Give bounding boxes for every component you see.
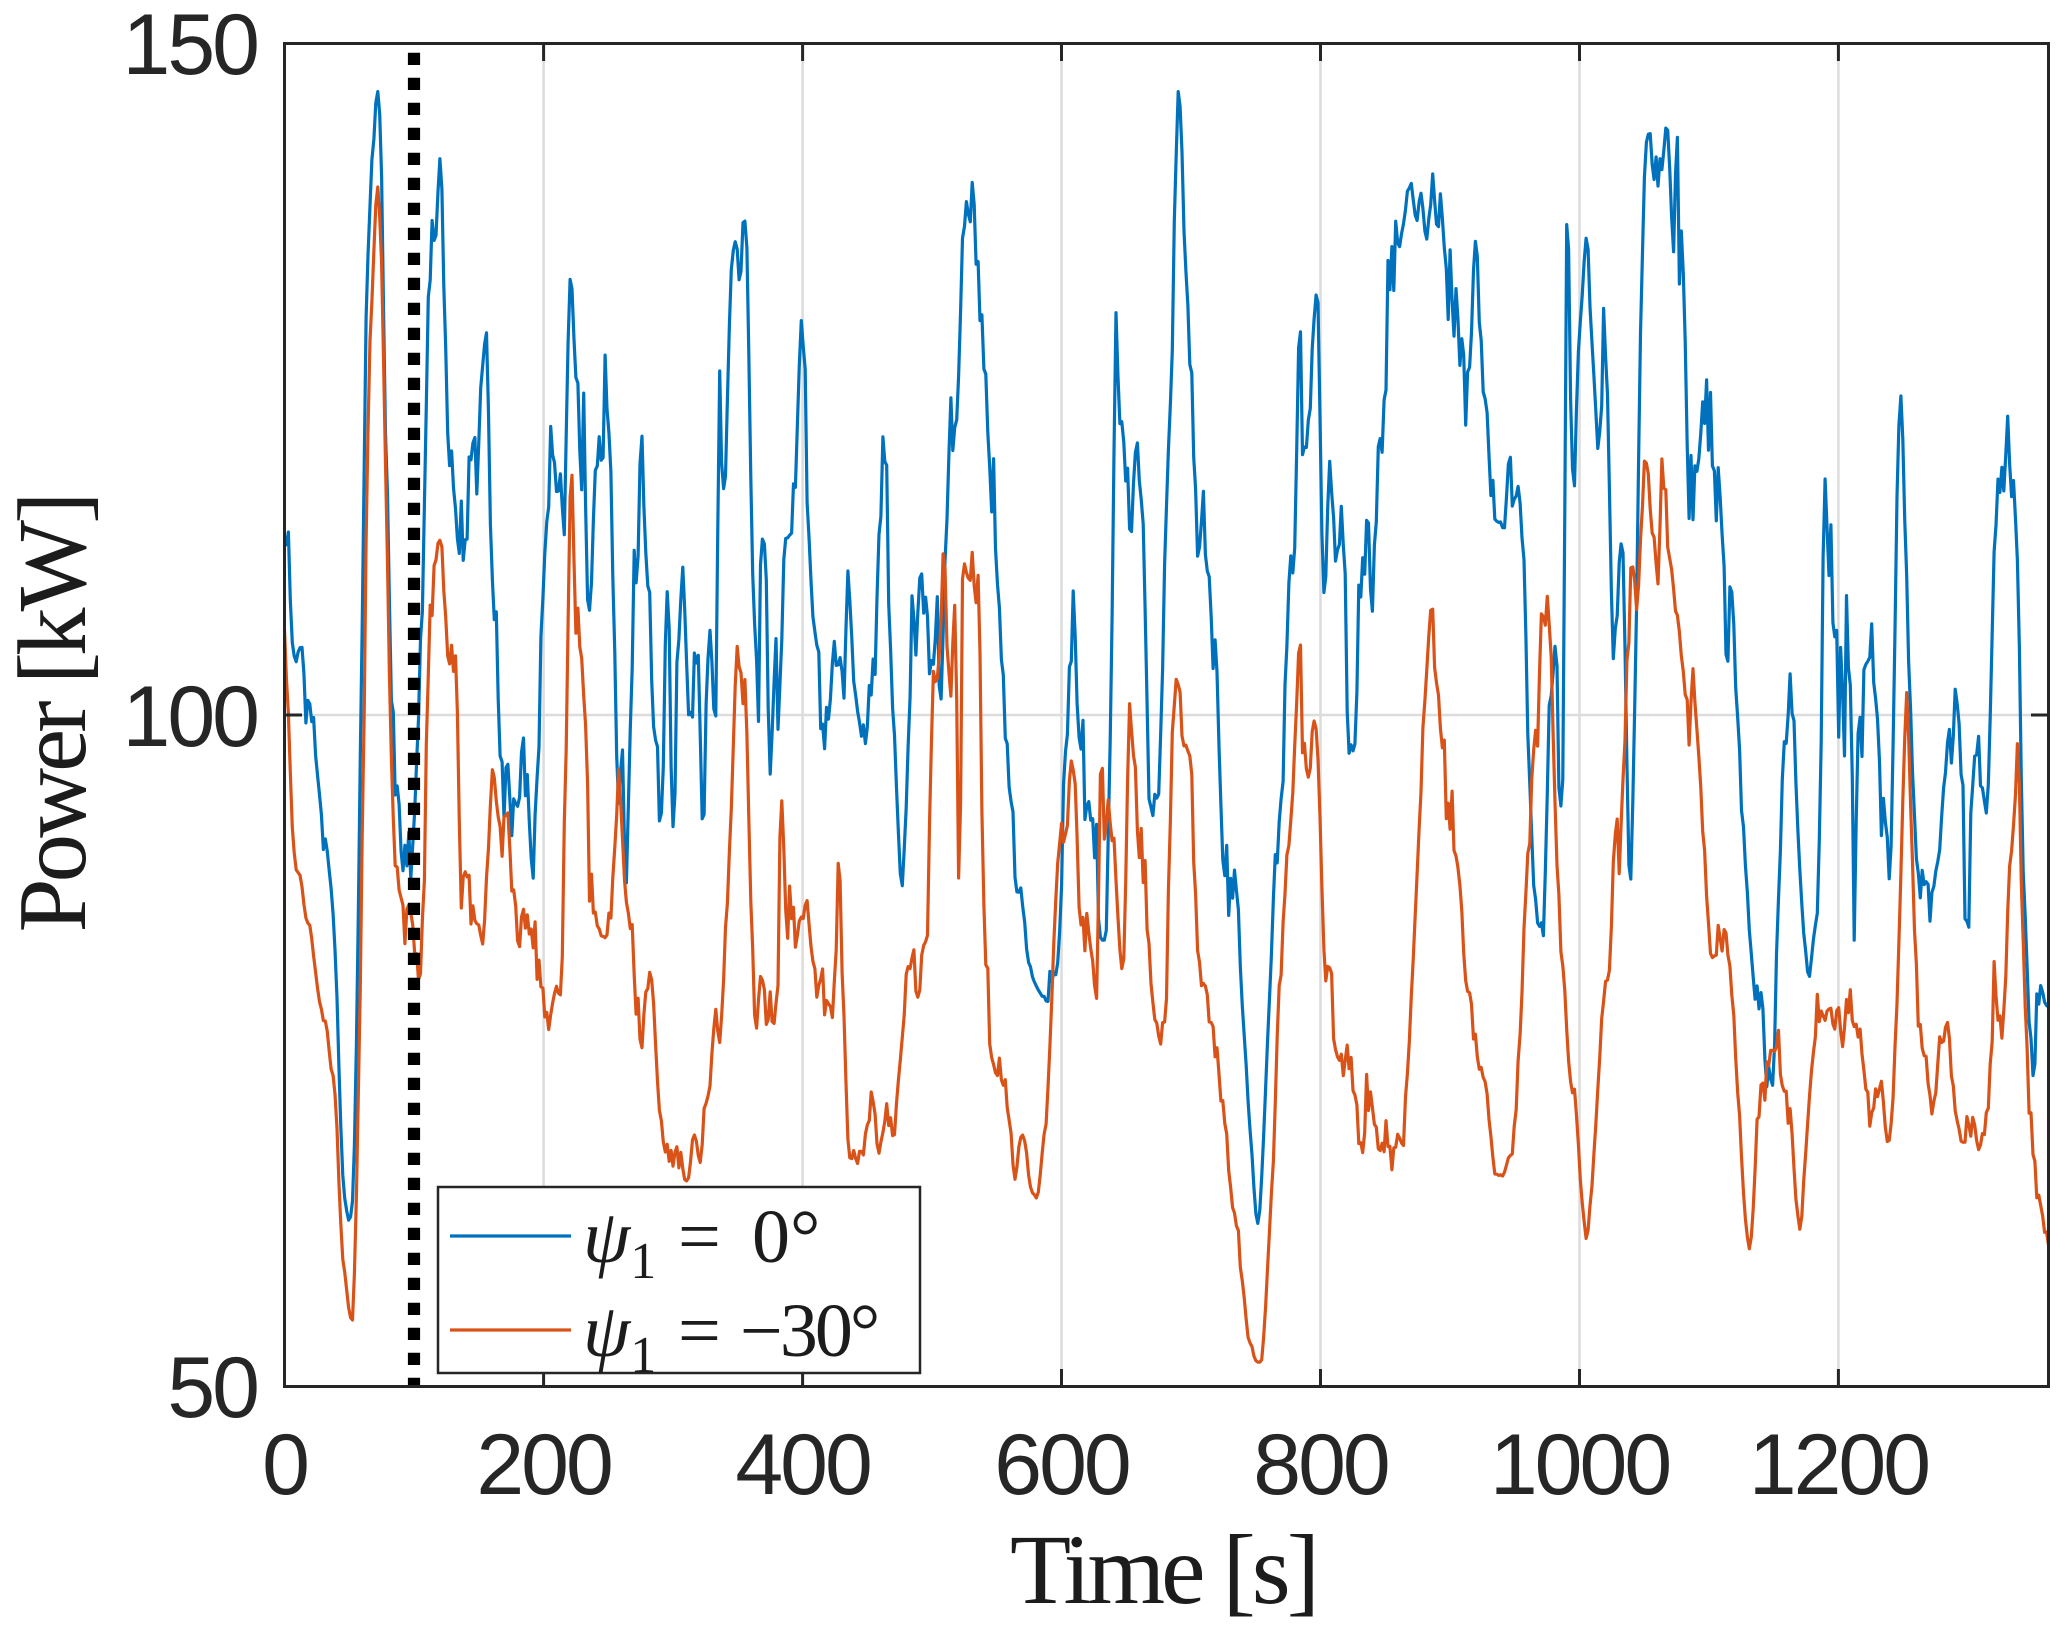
svg-text:600: 600 <box>994 1417 1129 1513</box>
svg-text:0: 0 <box>262 1417 307 1513</box>
svg-text:100: 100 <box>123 669 258 765</box>
svg-text:1000: 1000 <box>1490 1417 1669 1513</box>
svg-text:ψ1=0°: ψ1 = 0° <box>583 1195 820 1290</box>
svg-text:ψ1=−30°: ψ1 = −30° <box>583 1289 877 1384</box>
svg-text:150: 150 <box>123 0 258 93</box>
svg-text:1200: 1200 <box>1749 1417 1928 1513</box>
svg-text:Power [kW]: Power [kW] <box>0 496 106 933</box>
svg-text:50: 50 <box>167 1340 257 1436</box>
svg-text:800: 800 <box>1253 1417 1388 1513</box>
svg-text:200: 200 <box>476 1417 611 1513</box>
svg-text:Time [s]: Time [s] <box>1010 1514 1316 1625</box>
svg-text:400: 400 <box>735 1417 870 1513</box>
